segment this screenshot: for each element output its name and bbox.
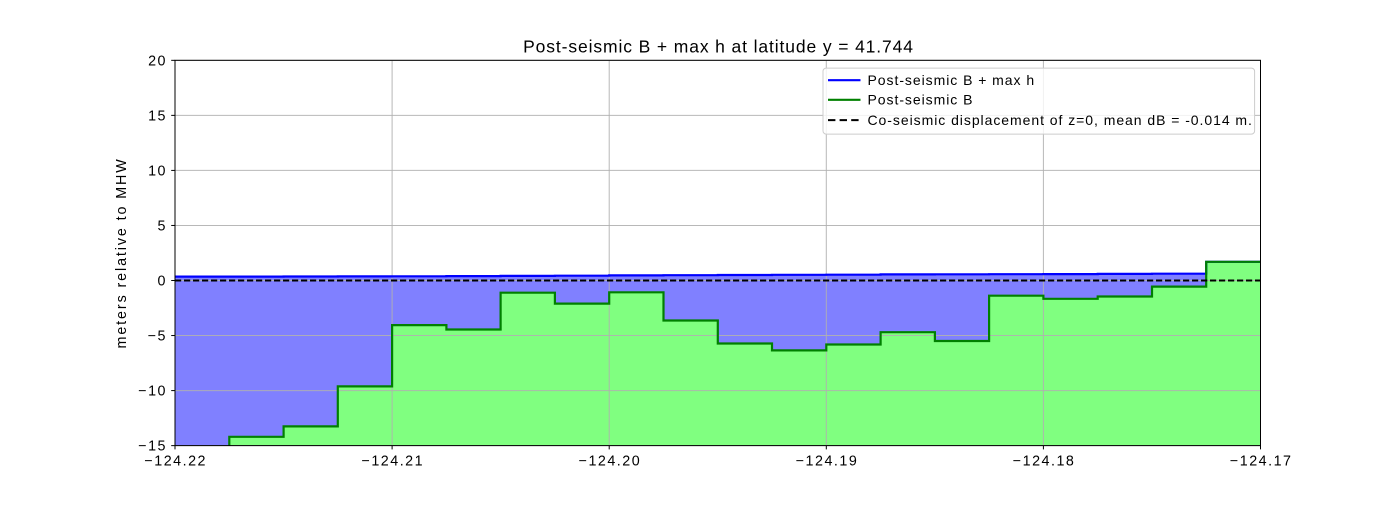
svg-text:Post-seismic B + max h: Post-seismic B + max h (868, 72, 1036, 88)
svg-text:15: 15 (148, 108, 167, 124)
svg-text:−5: −5 (148, 329, 167, 345)
svg-text:−124.21: −124.21 (362, 454, 425, 470)
svg-text:−124.17: −124.17 (1230, 454, 1293, 470)
svg-text:−124.18: −124.18 (1013, 454, 1076, 470)
svg-text:5: 5 (158, 219, 167, 235)
svg-text:−10: −10 (138, 384, 167, 400)
svg-text:−124.22: −124.22 (144, 454, 207, 470)
svg-text:−124.20: −124.20 (579, 454, 642, 470)
svg-text:0: 0 (158, 274, 167, 290)
svg-text:meters relative to MHW: meters relative to MHW (114, 157, 130, 348)
svg-text:10: 10 (148, 164, 167, 180)
svg-text:20: 20 (148, 53, 167, 69)
svg-text:−15: −15 (138, 439, 167, 455)
svg-text:Co-seismic displacement of z=0: Co-seismic displacement of z=0, mean dB … (868, 112, 1253, 128)
svg-text:Post-seismic B: Post-seismic B (868, 92, 974, 108)
svg-text:Post-seismic B + max h at lati: Post-seismic B + max h at latitude y = 4… (523, 37, 914, 57)
svg-text:−124.19: −124.19 (796, 454, 859, 470)
